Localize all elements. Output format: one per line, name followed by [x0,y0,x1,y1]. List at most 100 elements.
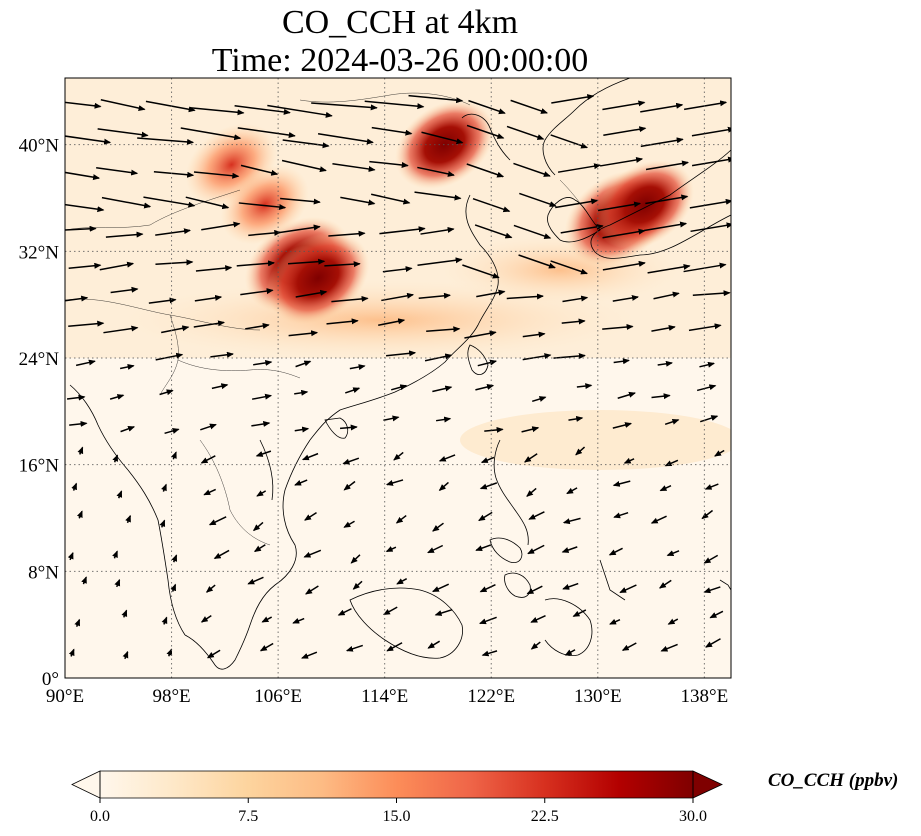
wind-arrow [660,643,678,652]
wind-arrow [703,554,719,564]
wind-arrow [236,260,275,267]
wind-arrow [382,266,413,273]
lon-tick-label: 90°E [46,686,84,707]
wind-arrow [170,583,177,592]
wind-arrow [468,99,506,115]
wind-arrow [510,99,548,114]
wind-arrow [164,428,180,435]
wind-arrow [331,295,369,303]
wind-arrow [145,100,196,113]
wind-arrow [481,650,498,657]
wind-arrow [379,226,426,235]
wind-arrow [421,131,464,145]
wind-arrow [119,364,135,370]
wind-arrow [480,456,495,464]
wind-arrow [148,297,177,304]
wind-arrow [155,259,194,266]
wind-arrow [532,396,547,403]
wind-arrow [709,610,724,619]
wind-arrow [689,198,731,209]
wind-arrow [101,196,152,209]
wind-arrow [332,163,376,172]
wind-arrow [343,480,356,491]
wind-arrow [666,550,680,557]
wind-arrow [484,426,504,433]
wind-arrow [432,583,450,593]
wind-arrow [640,137,684,148]
wind-arrow [112,454,119,463]
wind-arrow [427,640,441,649]
wind-arrow [555,198,599,209]
wind-arrow [371,126,413,136]
wind-arrow [288,330,319,337]
colorbar-tick-label: 0.0 [90,808,110,825]
wind-arrow [603,126,647,136]
colorbar-tick-label: 22.5 [531,808,559,825]
wind-arrow [303,549,322,558]
wind-arrow [65,295,89,302]
wind-arrow [97,128,149,138]
colorbar-tick-label: 15.0 [383,808,411,825]
wind-arrow [506,125,545,140]
wind-arrow [248,229,282,237]
wind-arrow [240,288,274,296]
map-area [65,78,731,678]
wind-arrow [696,384,717,392]
wind-arrow [479,584,496,593]
wind-arrow [103,325,139,334]
wind-arrow [81,576,87,585]
wind-arrow [206,649,221,659]
wind-arrow [185,196,230,210]
wind-arrow [125,514,131,524]
wind-arrow [466,163,505,178]
wind-arrow [234,105,291,115]
co-hotspot [220,165,309,245]
wind-arrow [193,171,240,179]
gridlines [65,78,731,678]
wind-arrow [116,490,123,499]
wind-arrow [65,203,105,213]
wind-arrow [208,516,227,526]
wind-arrow [339,424,358,431]
wind-arrow [385,479,404,486]
wind-arrow [576,383,593,390]
wind-arrow [155,352,184,361]
wind-arrow [193,320,226,328]
wind-arrow [251,393,273,400]
wind-arrow [393,451,404,461]
wind-arrow [513,224,552,239]
wind-arrow [326,318,359,325]
wind-arrow [474,224,513,239]
wind-arrow [521,426,540,433]
wind-arrow [705,638,721,648]
wind-arrow [667,618,679,625]
wind-arrow [438,454,456,462]
wind-arrow [651,325,676,332]
lat-axis: 0° 8°N 16°N 24°N 32°N 40°N [19,136,60,690]
wind-arrow [159,519,166,528]
wind-arrow [690,222,731,233]
wind-arrow [557,163,602,173]
wind-arrow [602,228,646,239]
wind-arrow [550,260,588,275]
wind-arrow [67,551,74,561]
wind-arrow [280,197,321,205]
wind-arrow [253,359,273,366]
wind-arrow [572,609,587,617]
wind-arrow [195,265,233,272]
wind-arrow [475,384,495,391]
wind-arrow [340,196,376,206]
wind-arrow [259,642,274,652]
wind-arrow [650,515,667,524]
wind-arrow [304,511,317,521]
wind-arrow [664,418,680,426]
wind-arrow [524,453,538,463]
lat-tick-label: 16°N [19,456,60,477]
wind-arrow [369,160,409,168]
wind-arrow [294,479,308,486]
wind-arrow [383,415,400,422]
wind-arrow [550,134,589,149]
wind-arrow [122,650,129,660]
wind-arrow [96,167,139,176]
